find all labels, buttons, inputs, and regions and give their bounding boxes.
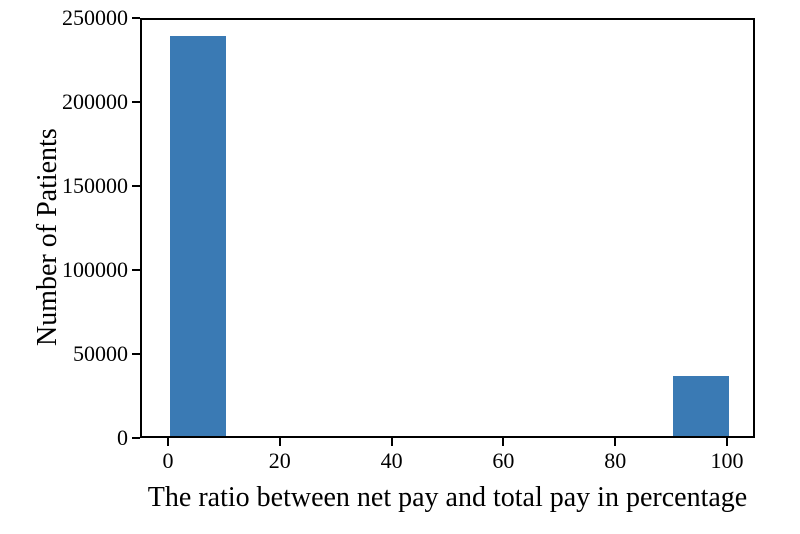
y-tick-label: 100000 xyxy=(62,257,128,283)
plot-area xyxy=(140,18,755,438)
x-tick xyxy=(279,438,281,446)
y-tick-label: 150000 xyxy=(62,173,128,199)
x-tick-label: 100 xyxy=(707,448,747,474)
x-tick xyxy=(502,438,504,446)
histogram-bar xyxy=(170,36,226,436)
x-tick-label: 20 xyxy=(260,448,300,474)
y-tick xyxy=(132,101,140,103)
x-tick xyxy=(391,438,393,446)
x-tick-label: 80 xyxy=(595,448,635,474)
x-tick xyxy=(167,438,169,446)
y-tick-label: 250000 xyxy=(62,5,128,31)
y-axis-label: Number of Patients xyxy=(32,128,64,346)
y-tick xyxy=(132,353,140,355)
y-tick-label: 0 xyxy=(117,425,128,451)
y-tick xyxy=(132,17,140,19)
y-tick xyxy=(132,269,140,271)
x-axis-label: The ratio between net pay and total pay … xyxy=(140,482,755,514)
x-tick xyxy=(614,438,616,446)
y-tick-label: 50000 xyxy=(73,341,128,367)
x-tick-label: 40 xyxy=(372,448,412,474)
x-tick-label: 0 xyxy=(148,448,188,474)
histogram-bar xyxy=(673,376,729,436)
y-tick xyxy=(132,185,140,187)
histogram-chart: Number of Patients The ratio between net… xyxy=(0,0,800,534)
y-tick-label: 200000 xyxy=(62,89,128,115)
y-tick xyxy=(132,437,140,439)
x-tick xyxy=(726,438,728,446)
x-tick-label: 60 xyxy=(483,448,523,474)
